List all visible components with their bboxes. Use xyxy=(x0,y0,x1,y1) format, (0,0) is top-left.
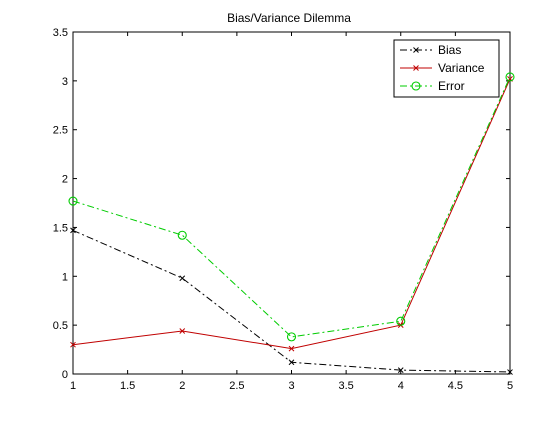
data-point-variance xyxy=(179,328,186,334)
data-point-bias xyxy=(288,359,295,366)
series-error xyxy=(68,72,515,342)
x-tick-label: 4.5 xyxy=(448,380,463,392)
x-tick-label: 2.5 xyxy=(229,380,244,392)
data-point-error xyxy=(396,316,406,326)
series-line-error xyxy=(72,76,511,338)
data-point-variance xyxy=(70,341,76,348)
x-tick-label: 5 xyxy=(507,380,513,392)
data-point-variance xyxy=(288,345,295,352)
legend-label-variance: Variance xyxy=(438,61,485,75)
series-variance xyxy=(70,76,513,352)
x-tick-label: 1 xyxy=(70,380,76,392)
legend-marker-bias xyxy=(413,47,419,53)
legend-entry-variance: Variance xyxy=(400,61,485,75)
y-tick-label: 1.5 xyxy=(53,222,68,234)
data-point-bias xyxy=(507,369,513,375)
y-tick-label: 0.5 xyxy=(53,320,68,332)
x-tick-label: 3 xyxy=(288,380,294,392)
y-tick-label: 3.5 xyxy=(53,27,68,39)
x-tick-label: 4 xyxy=(398,380,404,392)
legend-marker-variance xyxy=(413,65,419,71)
data-point-bias xyxy=(70,227,76,234)
y-tick-label: 1 xyxy=(62,271,68,283)
y-tick-label: 3 xyxy=(62,76,68,88)
data-point-error xyxy=(177,230,187,240)
legend-entry-bias: Bias xyxy=(400,43,461,57)
data-point-bias xyxy=(397,367,404,373)
y-tick-label: 2.5 xyxy=(53,125,68,137)
data-point-bias xyxy=(179,275,186,282)
legend: Bias Variance Error xyxy=(393,39,500,98)
x-tick-label: 2 xyxy=(179,380,185,392)
x-tick-label: 3.5 xyxy=(338,380,353,392)
data-point-error xyxy=(505,72,515,82)
x-tick-label: 1.5 xyxy=(120,380,135,392)
legend-marker-error xyxy=(411,81,421,91)
series-layer xyxy=(68,72,515,375)
data-point-error xyxy=(286,332,297,342)
legend-entry-error: Error xyxy=(400,79,465,93)
y-tick-label: 2 xyxy=(62,174,68,186)
legend-label-bias: Bias xyxy=(438,43,461,57)
chart-title: Bias/Variance Dilemma xyxy=(227,11,351,25)
data-point-error xyxy=(68,196,78,206)
legend-label-error: Error xyxy=(438,79,465,93)
series-bias xyxy=(70,227,513,375)
y-tick-label: 0 xyxy=(62,369,68,381)
axis-ticks: 1 1.5 2 2.5 3 3.5 4 4.5 5 0 0.5 1 1.5 2 2.5 3 3.5 xyxy=(53,27,513,392)
